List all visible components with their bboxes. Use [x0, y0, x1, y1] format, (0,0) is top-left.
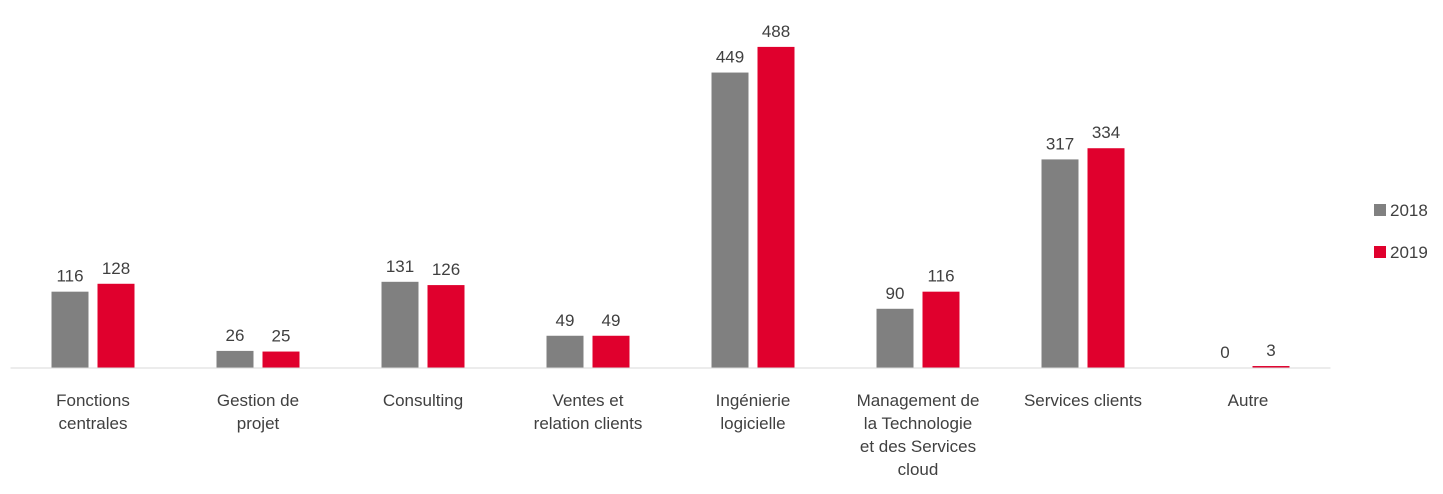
x-tick-label: Ingénierie logicielle: [716, 391, 791, 433]
legend-swatch: [1374, 204, 1386, 216]
bar: [876, 308, 914, 368]
data-label: 131: [386, 257, 414, 276]
x-tick-label-line: cloud: [898, 460, 939, 479]
data-label: 128: [102, 259, 130, 278]
data-label: 126: [432, 260, 460, 279]
bar: [1087, 148, 1125, 368]
x-tick-label-line: Fonctions: [56, 391, 130, 410]
data-label: 488: [762, 22, 790, 41]
data-label: 116: [927, 267, 954, 286]
bar: [757, 46, 795, 369]
data-label: 334: [1092, 123, 1120, 142]
bar: [922, 291, 960, 368]
bar: [427, 285, 465, 368]
x-tick-label-line: Ventes et: [553, 391, 624, 410]
bar: [1252, 366, 1290, 368]
legend-label: 2019: [1390, 243, 1428, 262]
bar: [592, 335, 630, 368]
bar: [711, 72, 749, 369]
bar: [97, 283, 135, 368]
x-tick-label-line: Services clients: [1024, 391, 1142, 410]
data-label: 0: [1220, 343, 1229, 362]
x-tick-label: Fonctions centrales: [56, 391, 130, 433]
bar: [1041, 159, 1079, 368]
x-tick-label: Management de la Technologie et des Servic…: [857, 391, 980, 479]
data-label: 116: [56, 267, 83, 286]
legend-swatch: [1374, 246, 1386, 258]
x-tick-label-line: projet: [237, 414, 280, 433]
x-tick-label-line: la Technologie: [864, 414, 972, 433]
data-label: 3: [1266, 341, 1275, 360]
x-tick-label: Consulting: [383, 391, 463, 410]
data-label: 49: [556, 311, 575, 330]
bar: [262, 351, 300, 368]
x-tick-label-line: Management de: [857, 391, 980, 410]
bar: [216, 350, 254, 368]
x-tick-label-line: Consulting: [383, 391, 463, 410]
data-label: 25: [272, 327, 291, 346]
bar: [51, 291, 89, 368]
legend-label: 2018: [1390, 201, 1428, 220]
x-tick-label-line: relation clients: [534, 414, 643, 433]
data-label: 49: [602, 311, 621, 330]
bar: [381, 281, 419, 368]
data-label: 449: [716, 48, 744, 67]
x-tick-label-line: centrales: [59, 414, 128, 433]
x-tick-label: Gestion de projet: [217, 391, 299, 433]
data-label: 90: [886, 284, 905, 303]
data-label: 26: [226, 326, 245, 345]
x-tick-label-line: Ingénierie: [716, 391, 791, 410]
bar: [546, 335, 584, 368]
x-tick-label-line: Autre: [1228, 391, 1269, 410]
x-tick-label: Services clients: [1024, 391, 1142, 410]
x-tick-label: Autre: [1228, 391, 1269, 410]
x-tick-label-line: Gestion de: [217, 391, 299, 410]
x-tick-label-line: logicielle: [720, 414, 785, 433]
x-tick-label: Ventes et relation clients: [534, 391, 643, 433]
x-tick-label-line: et des Services: [860, 437, 976, 456]
data-label: 317: [1046, 134, 1074, 153]
